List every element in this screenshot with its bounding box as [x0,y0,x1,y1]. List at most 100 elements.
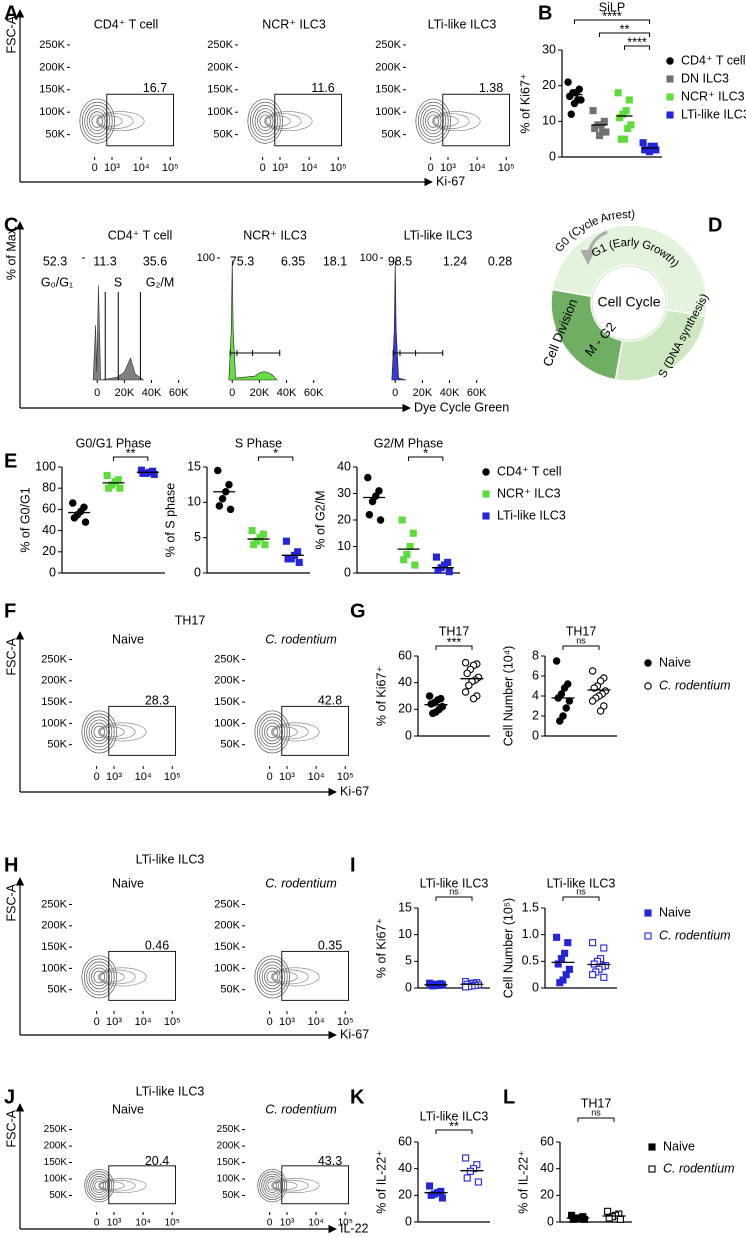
x-tick-label: 10⁴ [308,1218,323,1229]
data-point [250,541,258,549]
contour [264,967,281,987]
y-tick-label: 100 [360,252,378,264]
gate-value: 11.6 [311,81,334,95]
legend-marker [666,75,674,83]
y-tick-label: 150K [375,84,401,96]
contour [99,726,125,738]
y-tick-label: 20 [540,1188,554,1202]
y-tick-label: 150K [217,1157,241,1168]
gate-value: 28.3 [145,694,169,708]
plot-title: NCR⁺ ILC3 [262,17,326,31]
data-point [425,692,434,700]
y-tick-label: 60 [398,648,412,662]
legend-label: CD4⁺ T cell [681,53,746,67]
gate-value: 52.3 [43,254,67,268]
contour [420,104,447,138]
y-axis-label: % of Ki67⁺ [374,918,388,978]
contour [431,111,481,132]
y-tick-label: 100 [35,459,56,473]
y-tick-label: 100K [44,1174,68,1185]
y-tick-label: 150K [214,941,240,953]
cycle-center [591,265,667,341]
contour [83,713,115,751]
y-tick-label: 200K [207,61,233,73]
plot-title: G0/G1 Phase [76,436,152,450]
x-tick-label: 60K [169,387,189,399]
contour [425,111,442,131]
histogram [228,259,278,381]
y-axis-label: % of Ki67⁺ [374,666,388,726]
data-point [552,657,561,665]
panel-letter: B [538,2,552,24]
contour [81,710,117,754]
gate [281,950,350,1001]
y-axis-label: % of IL-22⁺ [374,1150,388,1214]
data-point [604,1207,612,1215]
plot-title: C. rodentium [265,876,337,890]
data-point [225,480,233,489]
y-tick-label: 0 [405,728,412,742]
significance-bracket [574,19,650,24]
x-tick-label: 10⁵ [337,1016,354,1028]
y-tick-label: 250K [217,1124,241,1135]
data-point [445,568,453,576]
data-point [462,1154,470,1162]
panel-letter: H [4,854,18,876]
data-point [616,114,624,122]
data-point [81,518,90,526]
significance-label: ** [126,446,136,460]
data-point [588,697,597,705]
gate [108,1165,177,1205]
contour [83,958,115,996]
y-tick-label: 0 [344,565,351,579]
contour [265,1178,280,1193]
panel-letter: J [4,1086,15,1108]
y-tick-label: 40 [42,523,56,537]
contour [432,113,470,129]
y-axis-label: FSC-A [4,883,18,921]
y-tick-label: 0 [49,565,56,579]
data-point [595,132,604,140]
data-point [463,669,471,678]
y-tick-label: 40 [398,1161,412,1175]
contour [266,725,278,739]
data-point [398,516,406,524]
y-tick-label: 1.5 [522,900,539,914]
x-tick-label: 20K [250,387,270,399]
legend-marker [482,512,490,520]
y-tick-label: 60 [42,502,56,516]
contour [272,726,298,738]
plot-title: LTi-like ILC3 [420,876,489,890]
y-tick-label: 10 [398,927,412,941]
x-tick-label: 10³ [106,771,122,783]
y-tick-label: 100K [375,106,401,118]
x-axis-label: Ki-67 [340,784,369,798]
significance-label: ** [620,22,630,36]
y-tick-label: 200K [217,1141,241,1152]
panel-letter: G [350,600,366,622]
data-point [261,541,269,549]
y-tick-label: 10 [542,114,556,128]
plot-title: LTi-like ILC3 [547,876,616,890]
y-tick-label: 0 [194,565,201,579]
contour [98,969,136,985]
significance-label: ** [449,1119,459,1133]
data-point [461,688,470,696]
x-tick-label: 10⁵ [165,1218,180,1229]
y-axis-label: % of Max [4,227,18,280]
y-axis-label: FSC-A [4,1109,18,1147]
x-tick-label: 40K [440,387,460,399]
legend-label: NCR⁺ ILC3 [681,89,745,103]
x-tick-label: 40K [277,387,297,399]
contour [254,710,290,754]
contour [261,1173,284,1198]
cycle-center-label: Cell Cycle [597,294,660,310]
legend-label: LTi-like ILC3 [497,508,566,522]
plot-title: LTi-like ILC3 [404,228,473,242]
y-tick-label: 40 [398,675,412,689]
significance-label: ns [591,1107,601,1117]
contour [92,1178,107,1193]
contour [422,108,444,135]
y-tick-label: 1.0 [522,927,539,941]
contour [94,1180,105,1191]
